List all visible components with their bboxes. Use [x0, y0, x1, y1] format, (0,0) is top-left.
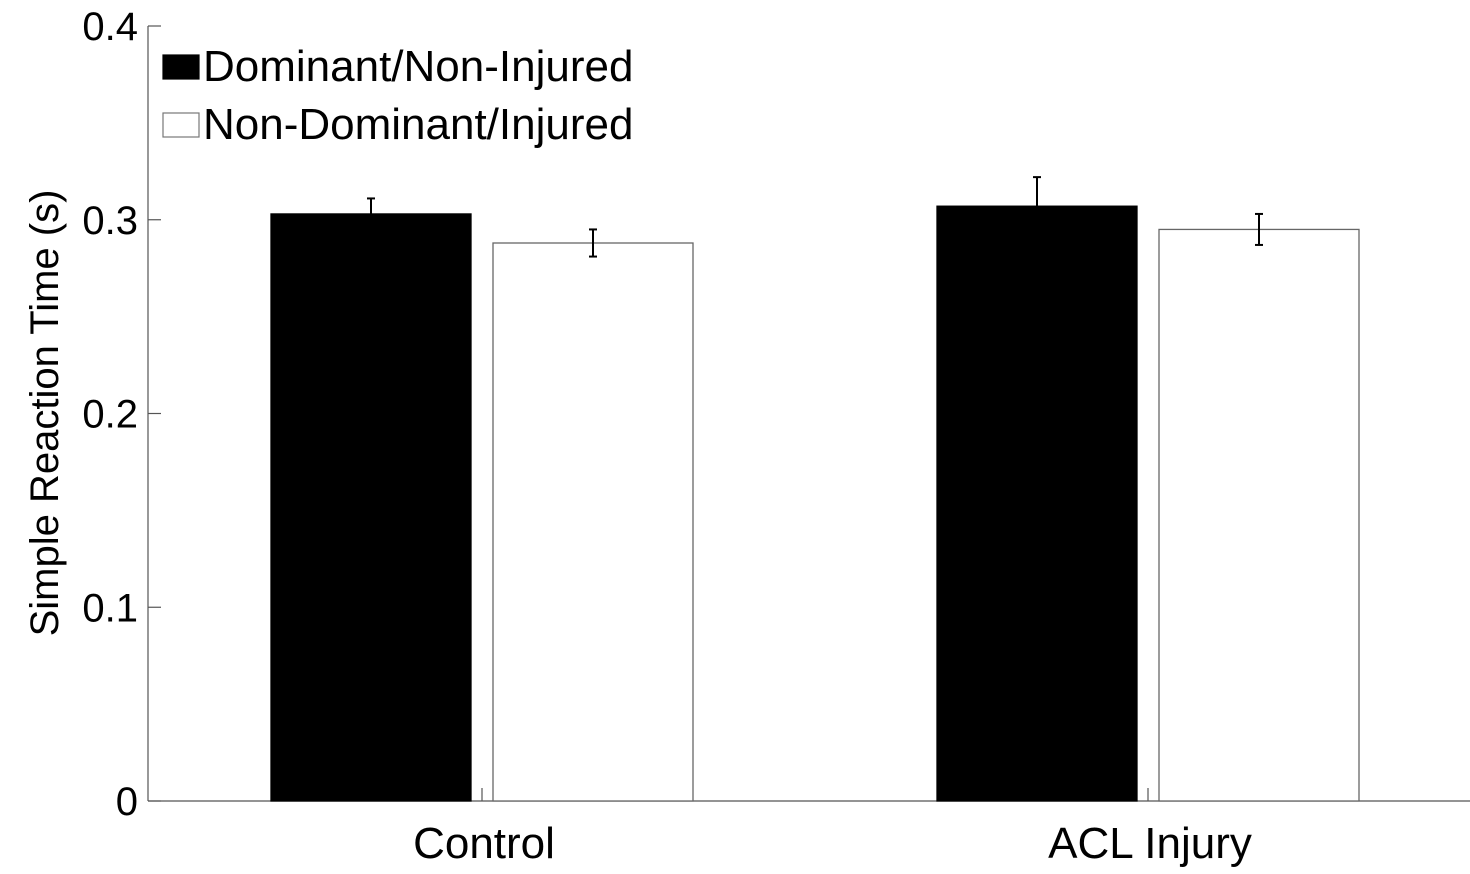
x-ticks: Control ACL Injury	[413, 788, 1252, 868]
legend-label: Non-Dominant/Injured	[203, 100, 633, 149]
legend: Dominant/Non-Injured Non-Dominant/Injured	[162, 42, 633, 149]
bars	[270, 205, 1360, 802]
y-tick-label: 0	[116, 780, 138, 824]
y-tick-label: 0.3	[82, 199, 138, 243]
legend-swatch	[162, 54, 200, 80]
x-tick-label: ACL Injury	[1048, 819, 1252, 868]
y-axis-label: Simple Reaction Time (s)	[23, 190, 67, 637]
y-tick-label: 0.2	[82, 393, 138, 437]
y-ticks: 0 0.1 0.2 0.3 0.4	[82, 5, 161, 824]
bar-non-dominant-1	[1158, 228, 1360, 802]
bar-dominant-1	[936, 205, 1138, 802]
legend-swatch	[162, 112, 200, 138]
bar-dominant-0	[270, 213, 472, 802]
error-bars	[367, 176, 1263, 258]
x-tick-label: Control	[413, 819, 555, 868]
legend-label: Dominant/Non-Injured	[203, 42, 633, 91]
bar-non-dominant-0	[492, 242, 694, 802]
y-tick-label: 0.4	[82, 5, 138, 49]
y-tick-label: 0.1	[82, 586, 138, 630]
